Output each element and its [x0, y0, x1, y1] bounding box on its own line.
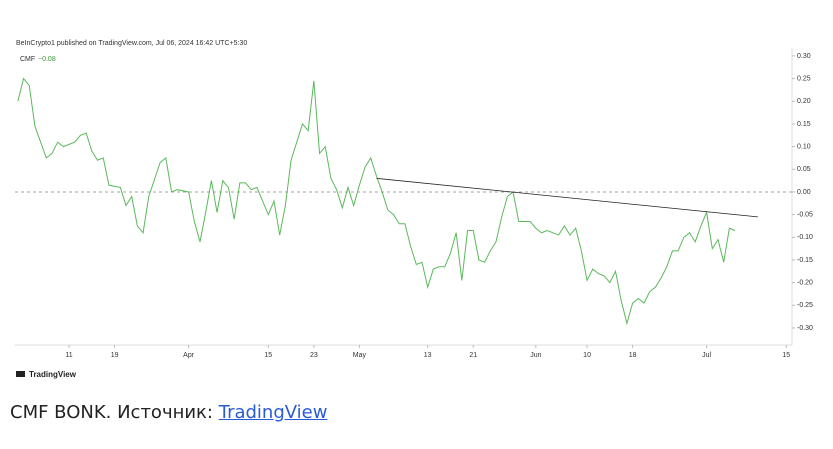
x-tick-label: May	[353, 352, 367, 359]
caption-text: CMF BONK. Источник:	[10, 402, 213, 423]
y-tick-label: 0.05	[797, 166, 811, 173]
y-tick-label: 0.25	[797, 75, 811, 82]
y-tick-label: 0.15	[797, 121, 811, 128]
cmf-line	[17, 77, 736, 326]
x-tick-label: 13	[424, 352, 432, 359]
y-tick-label: 0.00	[797, 189, 811, 196]
x-tick-label: Jul	[702, 352, 711, 359]
y-tick-label: -0.10	[797, 234, 813, 241]
x-tick-label: 21	[469, 352, 477, 359]
y-tick-label: -0.30	[797, 325, 813, 332]
source-link[interactable]: TradingView	[218, 402, 328, 423]
x-tick-label: 15	[782, 352, 790, 359]
chart-title: BeInCrypto1 published on TradingView.com…	[16, 40, 247, 47]
brand-logo	[16, 371, 25, 377]
last-value: −0.08	[38, 56, 56, 63]
y-tick-label: 0.10	[797, 143, 811, 150]
y-tick-label: 0.30	[797, 53, 811, 60]
y-tick-label: -0.05	[797, 211, 813, 218]
x-tick-label: 18	[629, 352, 637, 359]
trendline	[376, 177, 758, 218]
y-tick-label: 0.20	[797, 98, 811, 105]
y-tick-label: -0.15	[797, 257, 813, 264]
x-tick-label: Jun	[530, 352, 541, 359]
caption: CMF BONK. Источник: TradingView	[10, 402, 327, 423]
y-tick-label: -0.20	[797, 279, 813, 286]
chart: BeInCrypto1 published on TradingView.com…	[15, 40, 813, 379]
y-tick-label: -0.25	[797, 302, 813, 309]
legend-label: CMF	[20, 56, 35, 63]
x-tick-label: Apr	[183, 352, 195, 359]
x-tick-label: 23	[310, 352, 318, 359]
brand: TradingView	[29, 370, 77, 379]
x-tick-label: 19	[111, 352, 119, 359]
x-tick-label: 11	[65, 352, 72, 359]
x-tick-label: 15	[264, 352, 272, 359]
x-tick-label: 10	[583, 352, 591, 359]
